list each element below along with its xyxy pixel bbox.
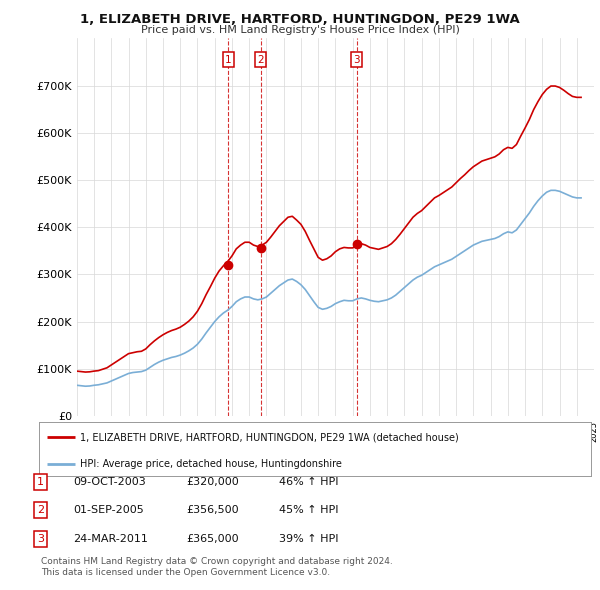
Text: This data is licensed under the Open Government Licence v3.0.: This data is licensed under the Open Gov… — [41, 568, 330, 577]
Text: 45% ↑ HPI: 45% ↑ HPI — [279, 506, 338, 515]
Text: 3: 3 — [37, 534, 44, 543]
Text: 01-SEP-2005: 01-SEP-2005 — [73, 506, 144, 515]
Text: £365,000: £365,000 — [186, 534, 239, 543]
Text: 1: 1 — [37, 477, 44, 487]
Text: 24-MAR-2011: 24-MAR-2011 — [73, 534, 148, 543]
Text: 46% ↑ HPI: 46% ↑ HPI — [279, 477, 338, 487]
Text: Contains HM Land Registry data © Crown copyright and database right 2024.: Contains HM Land Registry data © Crown c… — [41, 558, 392, 566]
Text: £320,000: £320,000 — [186, 477, 239, 487]
Text: 2: 2 — [37, 506, 44, 515]
Text: £356,500: £356,500 — [186, 506, 239, 515]
Text: 39% ↑ HPI: 39% ↑ HPI — [279, 534, 338, 543]
Text: 2: 2 — [257, 55, 264, 64]
Text: 1, ELIZABETH DRIVE, HARTFORD, HUNTINGDON, PE29 1WA: 1, ELIZABETH DRIVE, HARTFORD, HUNTINGDON… — [80, 13, 520, 26]
Text: 09-OCT-2003: 09-OCT-2003 — [73, 477, 146, 487]
Text: 3: 3 — [353, 55, 360, 64]
Text: Price paid vs. HM Land Registry's House Price Index (HPI): Price paid vs. HM Land Registry's House … — [140, 25, 460, 35]
Text: 1: 1 — [225, 55, 232, 64]
Text: 1, ELIZABETH DRIVE, HARTFORD, HUNTINGDON, PE29 1WA (detached house): 1, ELIZABETH DRIVE, HARTFORD, HUNTINGDON… — [80, 432, 459, 442]
Text: HPI: Average price, detached house, Huntingdonshire: HPI: Average price, detached house, Hunt… — [80, 459, 342, 469]
